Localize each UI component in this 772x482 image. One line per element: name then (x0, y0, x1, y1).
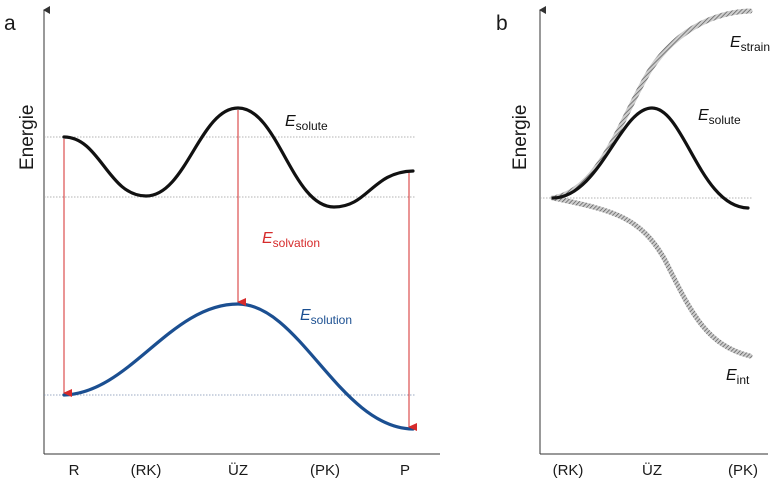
panel-a-tick-uz: ÜZ (228, 461, 248, 479)
panel-a-label-solution: Esolution (300, 307, 352, 327)
panel-b-tick-rk: (RK) (553, 462, 584, 479)
panel-a-tick-rk: (RK) (131, 462, 162, 479)
panel-b-label-int: Eint (726, 367, 750, 387)
panel-a-tick-p: P (400, 462, 410, 479)
panel-b-tick-uz: ÜZ (642, 461, 662, 479)
panel-a-label-solute: Esolute (285, 113, 328, 133)
panel-a-solution-curve (62, 302, 415, 431)
panel-a-tick-pk: (PK) (310, 462, 340, 479)
panel-b: b Energie Estrain Esolute Eint (RK) ÜZ (… (496, 6, 770, 479)
panel-b-y-axis-label: Energie (510, 105, 531, 171)
panel-a-solute-curve (62, 106, 415, 209)
panel-b-tick-pk: (PK) (728, 462, 758, 479)
panel-a: a Energie Esolute Esolvation Esolution R… (4, 6, 440, 479)
panel-b-label-solute: Esolute (698, 107, 741, 127)
panel-b-solute-curve (551, 106, 750, 210)
panel-b-int-curve (550, 195, 753, 359)
panel-a-label-solvation: Esolvation (262, 230, 320, 250)
panel-a-y-axis-label: Energie (17, 105, 38, 171)
panel-a-letter: a (4, 12, 16, 35)
panel-a-tick-r: R (69, 462, 80, 479)
panel-b-letter: b (496, 12, 508, 35)
panel-b-label-strain: Estrain (730, 34, 770, 54)
panel-b-strain-curve (550, 8, 753, 201)
